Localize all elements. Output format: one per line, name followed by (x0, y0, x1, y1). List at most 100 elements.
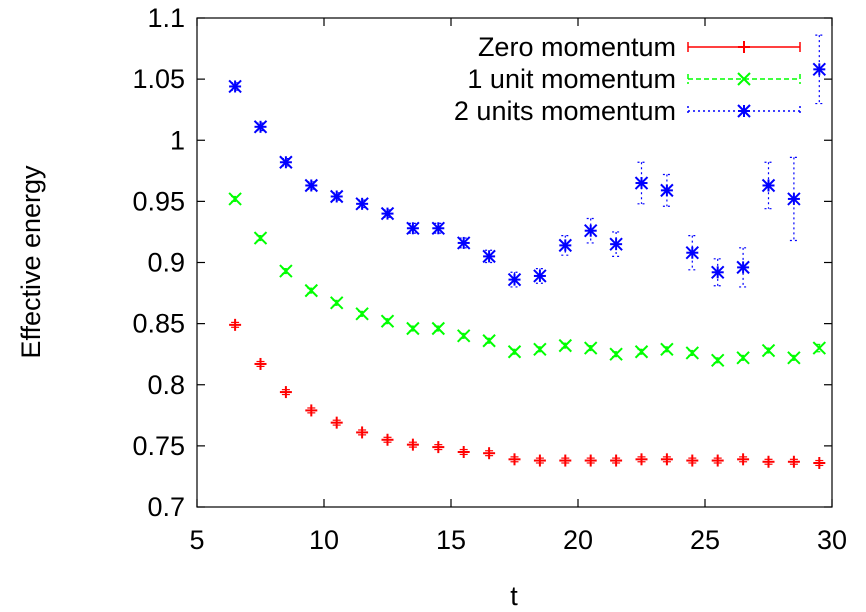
data-point (380, 314, 395, 328)
data-point (533, 268, 547, 284)
point-marker (558, 238, 573, 253)
point-marker (584, 454, 597, 467)
point-marker (253, 231, 268, 245)
point-marker (710, 353, 725, 368)
legend-marker (738, 41, 750, 53)
marker-stroke (304, 283, 319, 298)
legend-label: 2 units momentum (454, 96, 676, 126)
data-point (736, 247, 750, 288)
data-point (685, 346, 700, 360)
marker-stroke (660, 183, 674, 198)
data-point (431, 321, 446, 336)
data-point (330, 416, 343, 429)
data-point (507, 271, 522, 288)
point-marker (533, 269, 547, 283)
data-point (457, 445, 470, 458)
point-marker (329, 296, 344, 310)
point-marker (253, 120, 268, 134)
marker-stroke (507, 272, 522, 287)
point-marker (787, 351, 801, 365)
data-point (431, 221, 446, 235)
point-marker (559, 454, 572, 467)
data-point (787, 156, 801, 242)
data-point (583, 217, 598, 244)
marker-stroke (583, 224, 598, 238)
data-point (812, 341, 827, 355)
point-marker (406, 221, 420, 235)
point-marker (229, 318, 242, 331)
point-marker (329, 189, 344, 204)
point-marker (583, 341, 598, 355)
point-marker (634, 345, 649, 359)
marker-stroke (737, 104, 751, 118)
marker-stroke (761, 178, 776, 193)
point-marker (813, 456, 826, 469)
point-marker (761, 343, 776, 358)
point-marker (660, 342, 674, 357)
point-marker (228, 192, 242, 206)
legend-entry: 2 units momentum (454, 96, 801, 126)
tick-marks (196, 17, 833, 508)
data-point (381, 433, 394, 446)
data-point (508, 453, 521, 466)
data-point (761, 161, 776, 210)
marker-stroke (609, 347, 623, 361)
marker-stroke (431, 321, 446, 336)
data-point (584, 454, 597, 467)
data-point (406, 221, 420, 235)
point-marker (635, 453, 648, 466)
marker-stroke (304, 178, 319, 193)
point-marker (457, 445, 470, 458)
y-tick-label: 0.75 (132, 431, 185, 461)
point-marker (711, 454, 724, 467)
marker-stroke (482, 334, 496, 348)
point-marker (456, 329, 471, 343)
data-point (710, 258, 725, 287)
marker-stroke (279, 264, 293, 278)
series-2 (228, 192, 827, 368)
y-tick-label: 1 (170, 125, 185, 155)
marker-stroke (710, 353, 725, 368)
marker-stroke (685, 246, 700, 260)
marker-stroke (507, 345, 522, 359)
marker-stroke (406, 321, 420, 336)
point-marker (787, 455, 800, 468)
marker-stroke (355, 307, 369, 321)
point-marker (609, 237, 623, 251)
data-point (456, 329, 471, 343)
point-marker (304, 283, 319, 298)
series-1 (229, 318, 826, 469)
data-point (711, 454, 724, 467)
y-tick-label: 0.7 (147, 492, 185, 522)
legend-marker (737, 104, 751, 118)
point-marker (355, 307, 369, 321)
x-tick-label: 30 (817, 525, 847, 555)
marker-stroke (787, 351, 801, 365)
data-point (406, 438, 419, 451)
point-marker (558, 338, 573, 353)
data-point (609, 231, 623, 257)
legend-marker (737, 72, 751, 86)
point-marker (330, 416, 343, 429)
y-tick-labels: 0.7 0.75 0.8 0.85 0.9 0.95 1 1.05 1.1 (132, 3, 185, 522)
marker-stroke (558, 338, 573, 353)
x-tick-label: 15 (436, 525, 466, 555)
point-marker (507, 345, 522, 359)
data-point (761, 343, 776, 358)
series-3 (228, 34, 827, 288)
data-point (305, 404, 318, 417)
point-marker (380, 206, 395, 221)
point-marker (305, 404, 318, 417)
data-point (533, 342, 547, 357)
data-point (710, 353, 725, 368)
point-marker (279, 264, 293, 278)
data-point (533, 454, 546, 467)
point-marker (686, 454, 699, 467)
marker-stroke (736, 260, 750, 275)
data-point (813, 456, 826, 469)
point-marker (431, 321, 446, 336)
point-marker (761, 178, 776, 193)
data-point (456, 236, 471, 250)
